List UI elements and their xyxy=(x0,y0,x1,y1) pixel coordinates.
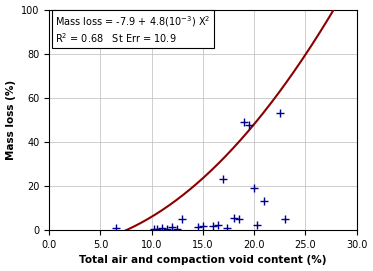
X-axis label: Total air and compaction void content (%): Total air and compaction void content (%… xyxy=(79,256,327,265)
Point xyxy=(277,111,283,115)
Point xyxy=(282,217,288,221)
Point xyxy=(159,226,165,230)
Point xyxy=(236,217,242,221)
Point xyxy=(231,216,237,220)
Point xyxy=(251,186,257,191)
Point xyxy=(169,225,175,229)
Point xyxy=(215,222,221,227)
Point xyxy=(113,226,119,230)
Point xyxy=(200,224,206,228)
Y-axis label: Mass loss (%): Mass loss (%) xyxy=(6,80,16,160)
Point xyxy=(261,199,267,204)
Point xyxy=(223,226,229,230)
Point xyxy=(195,225,201,229)
Point xyxy=(154,227,160,231)
Point xyxy=(220,177,226,182)
Point xyxy=(174,227,180,231)
Point xyxy=(151,227,157,231)
Point xyxy=(246,123,252,128)
Point xyxy=(210,224,216,228)
Point xyxy=(179,217,185,221)
Point xyxy=(164,227,170,231)
Point xyxy=(241,120,247,124)
Text: Mass loss = -7.9 + 4.8(10$^{-3}$) X$^{2}$
R$^{2}$ = 0.68   St Err = 10.9: Mass loss = -7.9 + 4.8(10$^{-3}$) X$^{2}… xyxy=(55,14,211,45)
Point xyxy=(254,222,260,227)
